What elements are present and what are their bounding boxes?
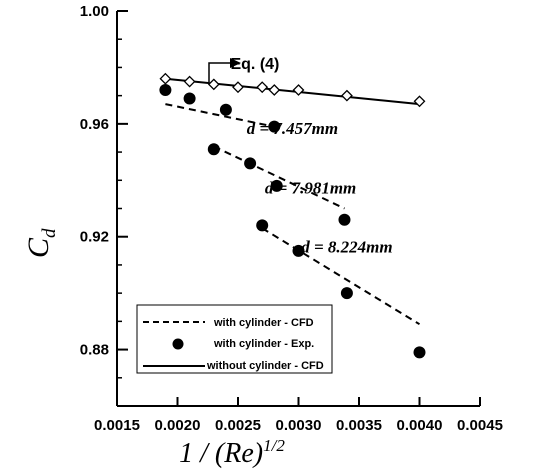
cfd-dashed-line — [165, 103, 275, 128]
exp-data-point — [268, 120, 281, 133]
exp-data-point — [338, 213, 351, 226]
exp-data-point — [256, 219, 269, 232]
cfd-diamond-point — [232, 81, 244, 94]
cfd-solid-line — [165, 77, 420, 106]
exp-data-point — [219, 103, 232, 116]
ylabel-main: C — [22, 237, 55, 258]
annotation-d-8224: d = 8.224mm — [301, 238, 392, 257]
exp-data-point — [340, 287, 353, 300]
cfd-diamond-point — [256, 81, 269, 94]
y-tick-label: 0.88 — [80, 342, 109, 359]
eq4-arrow-head — [230, 58, 241, 68]
x-tick-label: 0.0030 — [276, 417, 322, 434]
cfd-diamond-point — [292, 84, 305, 96]
annotations: d = 7.457mm d = 7.981mm d = 8.224mm Eq. … — [208, 56, 393, 257]
x-tick-label: 0.0015 — [94, 417, 140, 434]
legend-box — [136, 304, 333, 374]
exp-data-point — [413, 346, 426, 359]
x-tick-label: 0.0045 — [457, 417, 503, 434]
plot-markers — [159, 72, 426, 359]
plot-lines — [165, 77, 421, 326]
legend-label-1: with cylinder - Exp. — [213, 338, 314, 350]
legend-label-2: without cylinder - CFD — [206, 360, 324, 372]
exp-data-point — [292, 244, 305, 257]
cfd-diamond-point — [207, 78, 220, 91]
xlabel-main: 1 / (Re) — [179, 438, 263, 469]
ylabel: Cd — [22, 228, 60, 258]
cfd-dashed-line — [213, 145, 345, 210]
cfd-diamond-point — [268, 84, 281, 96]
cfd-dashed-line — [261, 227, 421, 326]
x-tick-label: 0.0040 — [397, 417, 443, 434]
cfd-diamond-point — [159, 72, 172, 85]
exp-data-point — [207, 143, 220, 156]
ylabel-sub: d — [39, 228, 60, 238]
y-tick-label: 1.00 — [80, 3, 109, 20]
y-tick-label: 0.92 — [80, 229, 109, 246]
x-tick-label: 0.0025 — [215, 417, 261, 434]
exp-data-point — [270, 179, 283, 192]
legend: with cylinder - CFD with cylinder - Exp.… — [136, 304, 333, 374]
xlabel: 1 / (Re)1/2 — [179, 436, 285, 469]
exp-data-point — [159, 84, 172, 96]
x-tick-label: 0.0035 — [336, 417, 382, 434]
annotation-d-7981: d = 7.981mm — [265, 178, 356, 197]
legend-label-0: with cylinder - CFD — [213, 317, 314, 329]
annotation-d-7457: d = 7.457mm — [247, 119, 338, 138]
x-tick-label: 0.0020 — [155, 417, 201, 434]
eq4-arrow-pointer — [208, 62, 233, 82]
exp-data-point — [244, 157, 257, 170]
exp-data-point — [183, 92, 196, 105]
cfd-diamond-point — [183, 75, 196, 88]
legend-filled-circle — [172, 338, 184, 350]
y-tick-label: 0.96 — [80, 116, 109, 133]
cfd-diamond-point — [413, 95, 426, 108]
annotation-eq4: Eq. (4) — [230, 56, 279, 73]
cfd-diamond-point — [340, 89, 353, 102]
axes: 0.88 0.92 0.96 1.00 0.0015 0.0020 0.0025 0.0030… — [80, 3, 503, 434]
xlabel-sup: 1/2 — [263, 436, 285, 455]
